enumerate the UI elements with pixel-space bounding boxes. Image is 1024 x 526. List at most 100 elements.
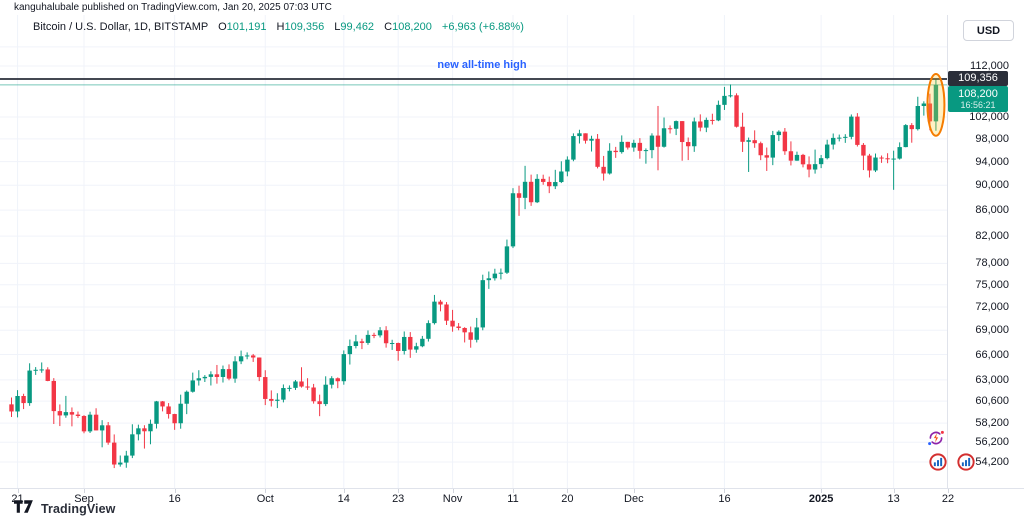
candle-body <box>414 346 419 350</box>
candle-body <box>867 155 872 171</box>
candle-body <box>740 126 745 142</box>
candle-body <box>202 376 208 379</box>
highlight-ellipse[interactable] <box>926 73 946 137</box>
candle-body <box>480 280 485 328</box>
candle-body <box>510 193 516 247</box>
currency-button[interactable]: USD <box>963 20 1014 41</box>
candle-body <box>553 182 558 187</box>
candle-body <box>818 158 824 165</box>
candle-body <box>764 155 769 158</box>
candle-body <box>438 301 443 305</box>
ath-annotation[interactable]: new all-time high <box>437 59 527 71</box>
candle-body <box>625 141 630 148</box>
price-tick-label: 98,000 <box>975 132 1009 145</box>
candle-body <box>389 342 395 344</box>
price-tick-label: 58,200 <box>975 417 1009 430</box>
candle-body <box>583 133 588 141</box>
candle-body <box>921 103 927 107</box>
candle-body <box>655 135 661 147</box>
candle-body <box>661 128 667 147</box>
candle-body <box>238 356 244 362</box>
time-tick-label: Sep <box>74 493 94 505</box>
price-tick-label: 66,000 <box>975 348 1009 361</box>
time-tick-label: Oct <box>256 493 274 505</box>
candle-body <box>33 369 38 371</box>
candle-body <box>528 181 534 203</box>
candle-body <box>75 414 81 416</box>
candle-body <box>426 323 431 339</box>
candle-body <box>118 462 123 465</box>
time-tick-label: 11 <box>507 493 519 505</box>
candle-body <box>250 355 256 358</box>
candle-body <box>534 178 540 203</box>
time-axis[interactable]: 21 Sep 16 Oct 14 23 Nov 11 20 Dec 16 2025 13 22 <box>0 488 1024 526</box>
candlestick-canvas[interactable] <box>0 15 947 488</box>
reaction-sync-bolt-icon[interactable] <box>927 429 945 447</box>
time-tick-label: 14 <box>337 493 350 505</box>
candle-body <box>559 171 564 183</box>
time-tick-mark <box>948 489 949 493</box>
candle-body <box>208 374 214 377</box>
candle-body <box>782 131 788 152</box>
candle-body <box>577 133 582 137</box>
candle-body <box>806 164 812 170</box>
ohlc-close-label: C <box>384 21 393 33</box>
reaction-chart-sticker-icon[interactable] <box>957 453 975 471</box>
candle-body <box>456 326 461 328</box>
candle-body <box>927 103 933 122</box>
candle-body <box>909 125 914 130</box>
chart-pane[interactable] <box>0 15 947 488</box>
price-tick-label: 82,000 <box>975 230 1009 243</box>
candle-body <box>547 181 552 187</box>
candle-body <box>776 131 782 136</box>
candle-body <box>855 116 860 145</box>
candle-body <box>595 138 600 167</box>
candle-body <box>607 150 612 174</box>
candle-body <box>800 154 806 165</box>
ohlc-low-value: 99,462 <box>340 21 375 33</box>
candle-body <box>933 84 939 122</box>
candle-body <box>323 384 328 405</box>
candle-body <box>649 135 655 151</box>
time-tick-mark <box>894 489 895 493</box>
candle-body <box>462 327 467 333</box>
candle-body <box>166 406 171 415</box>
time-tick-mark <box>265 489 266 493</box>
candle-body <box>613 150 618 153</box>
candle-body <box>130 434 135 456</box>
time-tick-mark <box>453 489 454 493</box>
symbol-legend[interactable]: Bitcoin / U.S. Dollar, 1D, BITSTAMP O101… <box>33 21 524 37</box>
time-tick-mark <box>634 489 635 493</box>
candle-body <box>154 401 159 424</box>
tradingview-logo[interactable]: TradingView <box>14 500 116 517</box>
candle-body <box>450 320 455 327</box>
candle-body <box>9 404 14 412</box>
candle-body <box>365 334 371 343</box>
price-tick-label: 112,000 <box>970 59 1009 72</box>
candle-body <box>444 304 449 321</box>
price-tick-label: 75,000 <box>975 278 1009 291</box>
price-tick-label: 60,600 <box>975 395 1009 408</box>
candle-body <box>915 106 920 130</box>
last-price-value: 108,200 <box>958 88 998 100</box>
symbol-title[interactable]: Bitcoin / U.S. Dollar, 1D, BITSTAMP <box>33 21 209 33</box>
price-badge-high: 109,356 <box>948 71 1008 86</box>
candle-body <box>812 164 818 170</box>
candle-body <box>172 414 177 424</box>
candle-body <box>565 159 570 172</box>
candle-body <box>897 147 902 159</box>
candle-body <box>317 401 322 405</box>
candle-body <box>619 141 624 153</box>
candle-body <box>45 369 50 381</box>
candle-body <box>305 386 310 388</box>
tradingview-brand-text: TradingView <box>41 502 116 516</box>
reaction-chart-sticker-icon[interactable] <box>929 453 947 471</box>
candle-body <box>794 154 800 161</box>
candle-body <box>468 332 473 340</box>
candle-body <box>395 342 401 351</box>
candle-body <box>492 273 498 279</box>
ohlc-high-value: 109,356 <box>284 21 325 33</box>
time-tick-label: 13 <box>887 493 900 505</box>
time-tick-mark <box>724 489 725 493</box>
